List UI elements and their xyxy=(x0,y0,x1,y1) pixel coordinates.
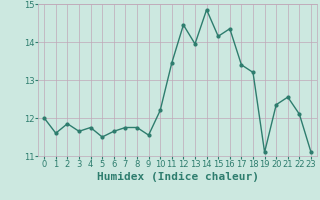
X-axis label: Humidex (Indice chaleur): Humidex (Indice chaleur) xyxy=(97,172,259,182)
